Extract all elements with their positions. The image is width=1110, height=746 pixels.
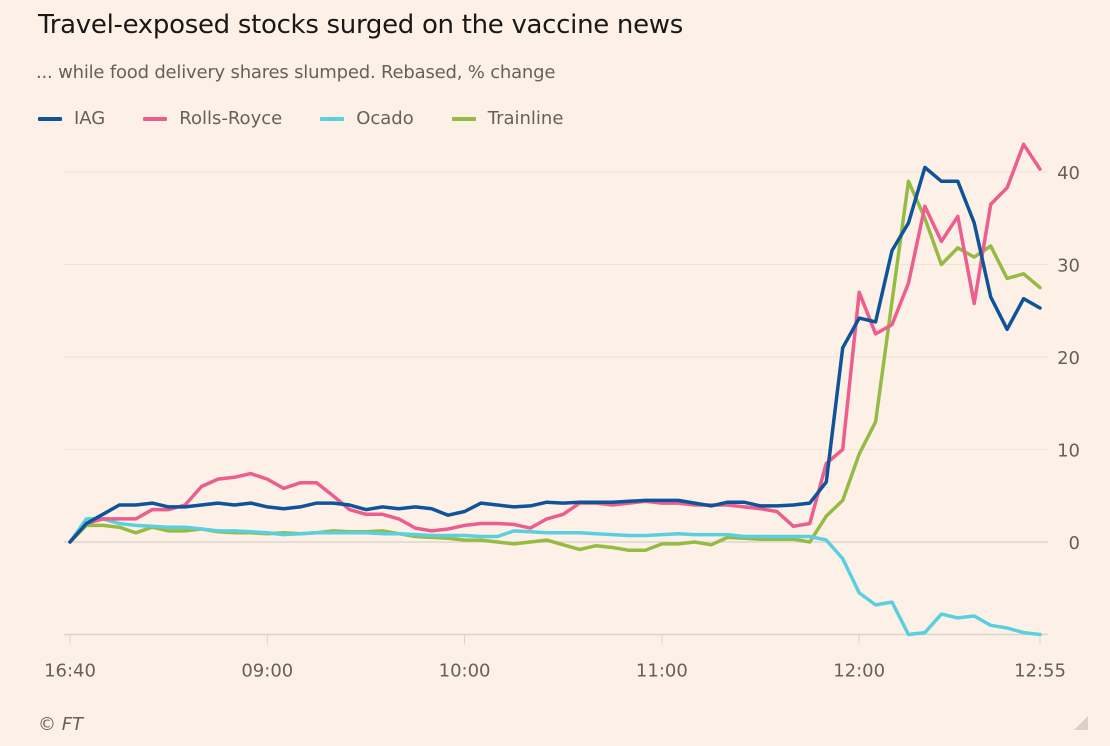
- y-tick-label: 20: [1057, 348, 1080, 369]
- x-tick-label: 12:55: [1014, 661, 1066, 682]
- legend-item-ocado: Ocado: [320, 108, 414, 129]
- series-line-trainline: [68, 179, 1042, 553]
- legend-swatch-rolls-royce: [143, 116, 168, 121]
- legend-item-trainline: Trainline: [451, 108, 564, 129]
- legend: IAG Rolls-Royce Ocado Trainline: [38, 108, 601, 129]
- x-axis: 16:40 09:00 10:00 11:00 12:00 12:55: [44, 633, 1066, 682]
- series-line-rolls-royce: [68, 142, 1042, 544]
- legend-swatch-iag: [38, 116, 62, 121]
- series-line-iag: [68, 165, 1042, 544]
- y-tick-label: 0: [1069, 533, 1080, 554]
- legend-swatch-ocado: [320, 116, 345, 121]
- y-tick-label: 10: [1057, 441, 1080, 462]
- x-tick-label: 11:00: [636, 661, 688, 682]
- x-tick-label: 09:00: [241, 661, 293, 682]
- source-credit: © FT: [38, 714, 84, 735]
- legend-swatch-trainline: [451, 116, 476, 121]
- chart-subtitle: ... while food delivery shares slumped. …: [36, 62, 556, 83]
- x-tick-label: 10:00: [439, 661, 491, 682]
- x-tick-label: 16:40: [44, 661, 96, 682]
- series-lines: [68, 142, 1042, 637]
- legend-label: Rolls-Royce: [179, 108, 283, 129]
- legend-item-iag: IAG: [38, 108, 105, 129]
- x-tick-label: 12:00: [833, 661, 885, 682]
- chart-title: Travel-exposed stocks surged on the vacc…: [38, 10, 683, 40]
- legend-label: Ocado: [356, 108, 414, 129]
- y-tick-label: 30: [1057, 256, 1080, 277]
- legend-label: Trainline: [487, 108, 564, 129]
- legend-label: IAG: [74, 108, 106, 129]
- legend-item-rolls-royce: Rolls-Royce: [143, 108, 282, 129]
- y-tick-label: 40: [1057, 163, 1080, 184]
- series-line-ocado: [68, 517, 1042, 637]
- resize-handle-icon[interactable]: [1074, 716, 1088, 730]
- y-axis: 0 10 20 30 40: [1057, 163, 1080, 554]
